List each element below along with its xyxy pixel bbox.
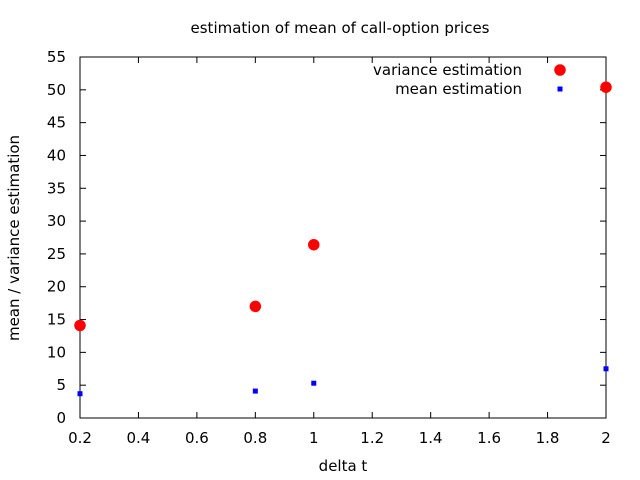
series-1 bbox=[77, 366, 609, 397]
series-0 bbox=[74, 81, 612, 332]
y-tick-label: 30 bbox=[47, 212, 66, 230]
y-axis-label: mean / variance estimation bbox=[5, 135, 23, 341]
data-point bbox=[308, 238, 320, 251]
plot-area-frame bbox=[79, 56, 607, 419]
legend-label: mean estimation bbox=[395, 80, 522, 98]
x-tick-label: 0.8 bbox=[243, 429, 267, 447]
data-point bbox=[252, 388, 258, 394]
x-tick-label: 1.8 bbox=[536, 429, 560, 447]
y-tick-label: 40 bbox=[47, 146, 66, 164]
y-tick-label: 0 bbox=[56, 409, 66, 427]
legend-label: variance estimation bbox=[373, 61, 522, 79]
x-tick-label: 1 bbox=[309, 429, 319, 447]
x-tick-label: 0.4 bbox=[127, 429, 151, 447]
y-tick-label: 10 bbox=[47, 343, 66, 361]
y-tick-label: 45 bbox=[47, 114, 66, 132]
data-point bbox=[77, 391, 83, 397]
y-tick-label: 5 bbox=[56, 376, 66, 394]
x-tick-label: 1.4 bbox=[419, 429, 443, 447]
data-point bbox=[74, 319, 86, 332]
legend-marker bbox=[557, 86, 563, 92]
legend-marker bbox=[554, 64, 566, 76]
x-axis: 0.2 0.4 0.6 0.8 1 1.2 1.4 1.6 1.8 2 bbox=[68, 57, 611, 447]
x-tick-label: 0.6 bbox=[185, 429, 209, 447]
y-tick-label: 25 bbox=[47, 245, 66, 263]
data-point bbox=[249, 300, 262, 313]
y-tick-label: 35 bbox=[47, 179, 66, 197]
y-tick-label: 50 bbox=[47, 81, 66, 99]
x-tick-label: 2 bbox=[601, 429, 611, 447]
chart-title: estimation of mean of call-option prices bbox=[191, 19, 490, 37]
data-series bbox=[74, 81, 612, 397]
y-axis: 0 5 10 15 20 25 30 35 40 45 50 55 bbox=[47, 48, 606, 427]
y-tick-label: 20 bbox=[47, 278, 66, 296]
x-axis-label: delta t bbox=[319, 457, 368, 475]
data-point bbox=[603, 366, 609, 372]
y-tick-label: 15 bbox=[47, 311, 66, 329]
data-point bbox=[311, 380, 317, 386]
x-tick-label: 1.6 bbox=[477, 429, 501, 447]
x-tick-label: 1.2 bbox=[360, 429, 384, 447]
x-tick-label: 0.2 bbox=[68, 429, 92, 447]
y-tick-label: 55 bbox=[47, 48, 66, 66]
data-point bbox=[600, 81, 612, 93]
